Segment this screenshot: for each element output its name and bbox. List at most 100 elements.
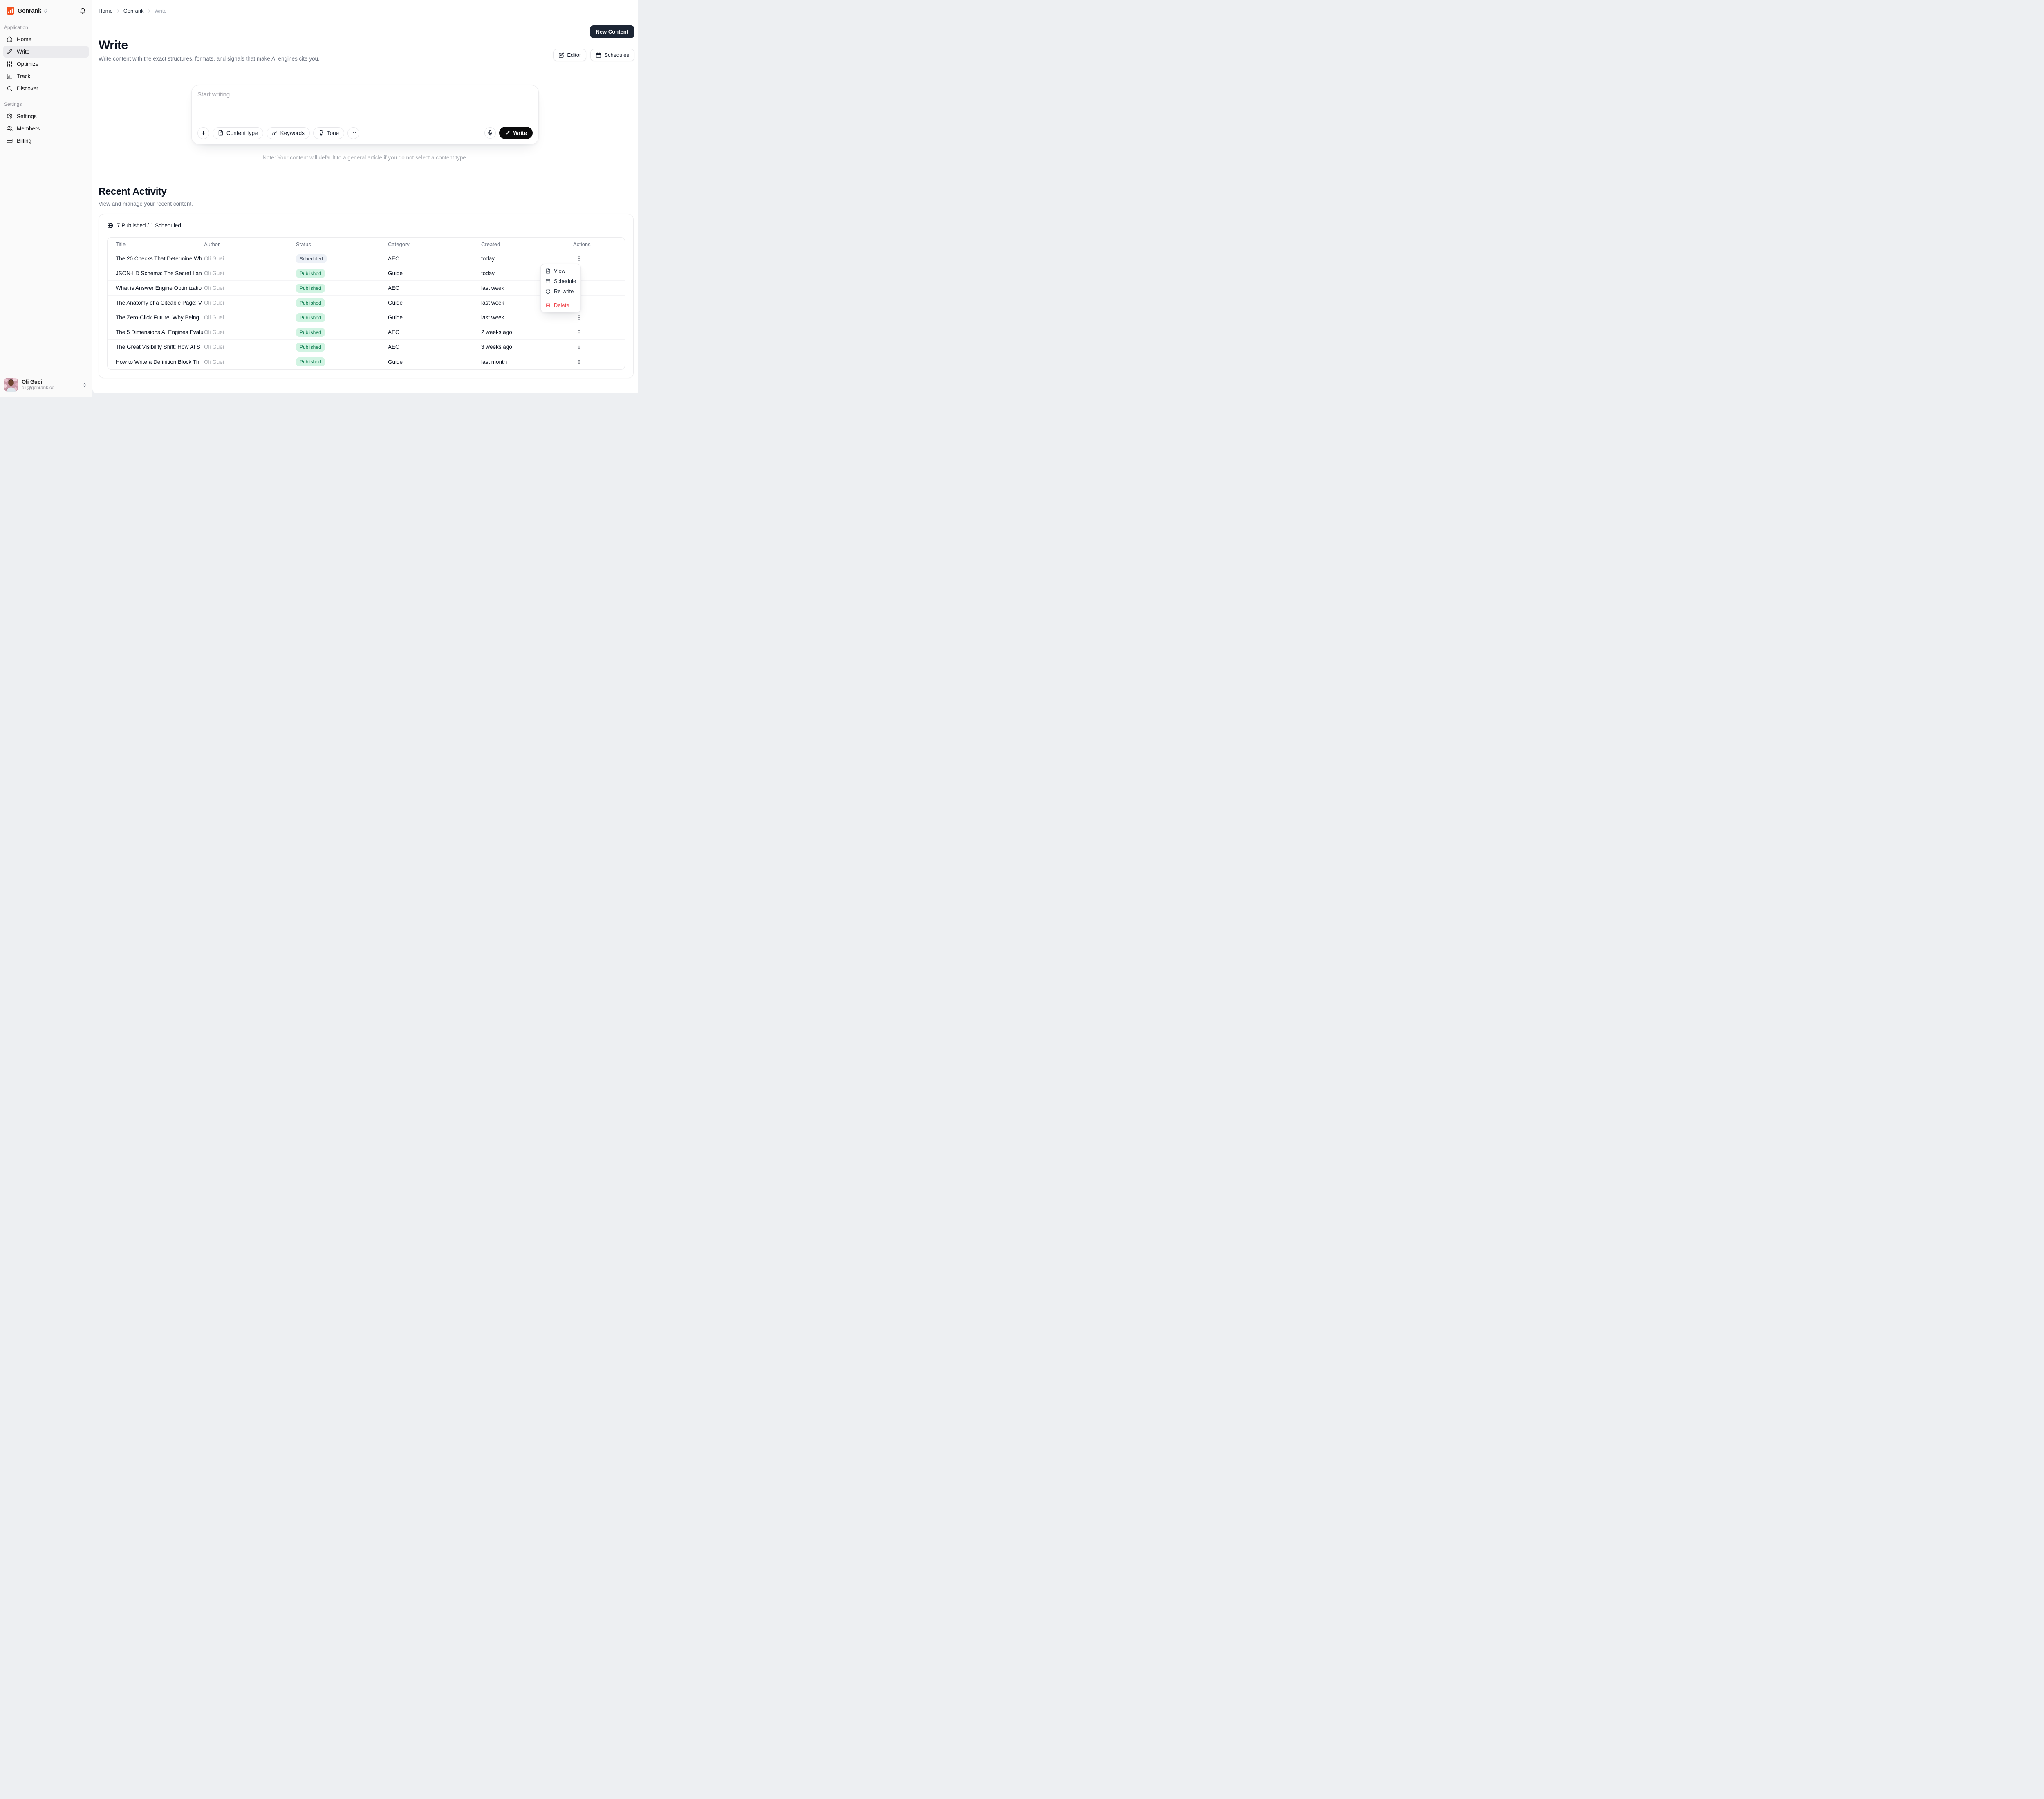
sidebar-item-settings[interactable]: Settings xyxy=(3,110,89,122)
row-title[interactable]: JSON-LD Schema: The Secret Lan xyxy=(116,270,202,276)
write-submit-button[interactable]: Write xyxy=(499,127,533,139)
user-menu[interactable]: Oli Guei oli@genrank.co xyxy=(0,374,92,397)
editor-button[interactable]: Editor xyxy=(553,49,587,61)
row-created: last week xyxy=(481,314,504,321)
tone-button[interactable]: Tone xyxy=(313,127,345,139)
row-created: last week xyxy=(481,285,504,291)
sidebar-nav: Application Home Write Optimize Track Discove… xyxy=(0,18,92,147)
composer-toolbar: Content type Keywords Tone xyxy=(197,127,533,139)
content-type-button[interactable]: Content type xyxy=(213,127,263,139)
keywords-label: Keywords xyxy=(280,130,305,136)
sidebar-section-label: Application xyxy=(4,25,28,30)
add-attachment-button[interactable] xyxy=(197,127,209,139)
keywords-button[interactable]: Keywords xyxy=(266,127,310,139)
sidebar-item-members[interactable]: Members xyxy=(3,123,89,135)
key-icon xyxy=(272,130,278,136)
row-status: Published xyxy=(296,283,388,293)
row-actions xyxy=(573,313,625,322)
row-author: Oli Guei xyxy=(204,300,224,306)
row-title[interactable]: What is Answer Engine Optimizatio xyxy=(116,285,202,291)
column-header-status: Status xyxy=(296,241,311,247)
menu-item-schedule[interactable]: Schedule xyxy=(542,276,579,286)
row-author: Oli Guei xyxy=(204,256,224,262)
row-menu-button[interactable] xyxy=(575,313,583,322)
row-actions xyxy=(573,254,625,263)
page-title: Write xyxy=(99,38,128,52)
status-badge: Scheduled xyxy=(296,254,327,263)
row-category: Guide xyxy=(388,270,403,276)
calendar-icon xyxy=(545,278,551,284)
status-badge: Published xyxy=(296,298,325,307)
sidebar-item-home[interactable]: Home xyxy=(3,34,89,45)
notifications-bell-icon[interactable] xyxy=(79,7,86,14)
row-status: Published xyxy=(296,269,388,278)
sidebar-item-label: Home xyxy=(17,36,32,43)
sidebar-item-discover[interactable]: Discover xyxy=(3,83,89,94)
content-type-label: Content type xyxy=(226,130,258,136)
ellipsis-vertical-icon xyxy=(576,314,582,321)
row-title[interactable]: How to Write a Definition Block Th xyxy=(116,359,199,365)
mic-button[interactable] xyxy=(484,127,496,139)
sidebar-item-write[interactable]: Write xyxy=(3,46,89,58)
table-row: The Anatomy of a Citeable Page: V Oli Gue… xyxy=(108,296,625,310)
more-options-button[interactable] xyxy=(347,127,360,139)
sliders-icon xyxy=(7,61,13,67)
table-row: The 20 Checks That Determine Wh Oli Guei S… xyxy=(108,251,625,266)
table-header-row: Title Author Status Category Created Actions xyxy=(108,238,625,251)
row-title[interactable]: The Zero-Click Future: Why Being xyxy=(116,314,199,321)
table-row: The Great Visibility Shift: How AI S Oli … xyxy=(108,340,625,354)
row-author: Oli Guei xyxy=(204,285,224,291)
row-title[interactable]: The 5 Dimensions AI Engines Evalu xyxy=(116,329,204,335)
table-row: JSON-LD Schema: The Secret Lan Oli Guei Pu… xyxy=(108,266,625,281)
sidebar-item-label: Optimize xyxy=(17,61,39,67)
breadcrumb-genrank[interactable]: Genrank xyxy=(123,8,144,14)
main-panel: Home Genrank Write New Content Write Wri… xyxy=(92,0,638,393)
menu-item-view[interactable]: View xyxy=(542,266,579,276)
sidebar-section-label: Settings xyxy=(4,101,22,107)
row-author: Oli Guei xyxy=(204,359,224,365)
recent-activity-subtitle: View and manage your recent content. xyxy=(99,201,193,207)
status-badge: Published xyxy=(296,283,325,293)
sidebar-item-optimize[interactable]: Optimize xyxy=(3,58,89,70)
table-row: The 5 Dimensions AI Engines Evalu Oli Gue… xyxy=(108,325,625,340)
row-created: 2 weeks ago xyxy=(481,329,512,335)
table-row: The Zero-Click Future: Why Being Oli Guei… xyxy=(108,310,625,325)
row-title[interactable]: The Great Visibility Shift: How AI S xyxy=(116,344,200,350)
breadcrumb-home[interactable]: Home xyxy=(99,8,113,14)
new-content-button[interactable]: New Content xyxy=(589,25,634,38)
status-badge: Published xyxy=(296,313,325,322)
edit-square-icon xyxy=(558,52,564,58)
recent-activity-card: 7 Published / 1 Scheduled Title Author Sta… xyxy=(99,214,634,378)
row-menu-button[interactable] xyxy=(575,254,583,263)
row-title[interactable]: The 20 Checks That Determine Wh xyxy=(116,256,202,262)
chevrons-up-down-icon[interactable] xyxy=(43,8,48,13)
table-row: What is Answer Engine Optimizatio Oli Gue… xyxy=(108,281,625,296)
composer-input[interactable] xyxy=(197,91,533,121)
file-text-icon xyxy=(545,268,551,274)
menu-item-re-write[interactable]: Re-write xyxy=(542,286,579,296)
sidebar-item-billing[interactable]: Billing xyxy=(3,135,89,147)
menu-item-delete[interactable]: Delete xyxy=(542,300,579,310)
ellipsis-vertical-icon xyxy=(576,359,582,365)
sidebar-header: Genrank xyxy=(0,0,92,18)
sidebar-item-label: Discover xyxy=(17,85,38,92)
composer-note: Note: Your content will default to a gen… xyxy=(262,155,468,161)
row-category: Guide xyxy=(388,314,403,321)
row-menu-button[interactable] xyxy=(575,358,583,366)
row-title[interactable]: The Anatomy of a Citeable Page: V xyxy=(116,300,202,306)
row-menu-button[interactable] xyxy=(575,343,583,351)
row-category: AEO xyxy=(388,344,400,350)
chart-icon xyxy=(7,73,13,79)
tone-label: Tone xyxy=(327,130,339,136)
row-actions xyxy=(573,358,625,366)
sidebar-item-track[interactable]: Track xyxy=(3,70,89,82)
menu-item-label: Re-write xyxy=(554,288,574,294)
recent-activity-title: Recent Activity xyxy=(99,186,167,197)
row-status: Published xyxy=(296,298,388,307)
schedules-button[interactable]: Schedules xyxy=(590,49,634,61)
row-menu-button[interactable] xyxy=(575,328,583,336)
search-icon xyxy=(7,85,13,92)
sidebar: Genrank Application Home Write Optimize Trac… xyxy=(0,0,92,397)
sidebar-item-label: Track xyxy=(17,73,31,79)
ellipsis-vertical-icon xyxy=(576,256,582,262)
